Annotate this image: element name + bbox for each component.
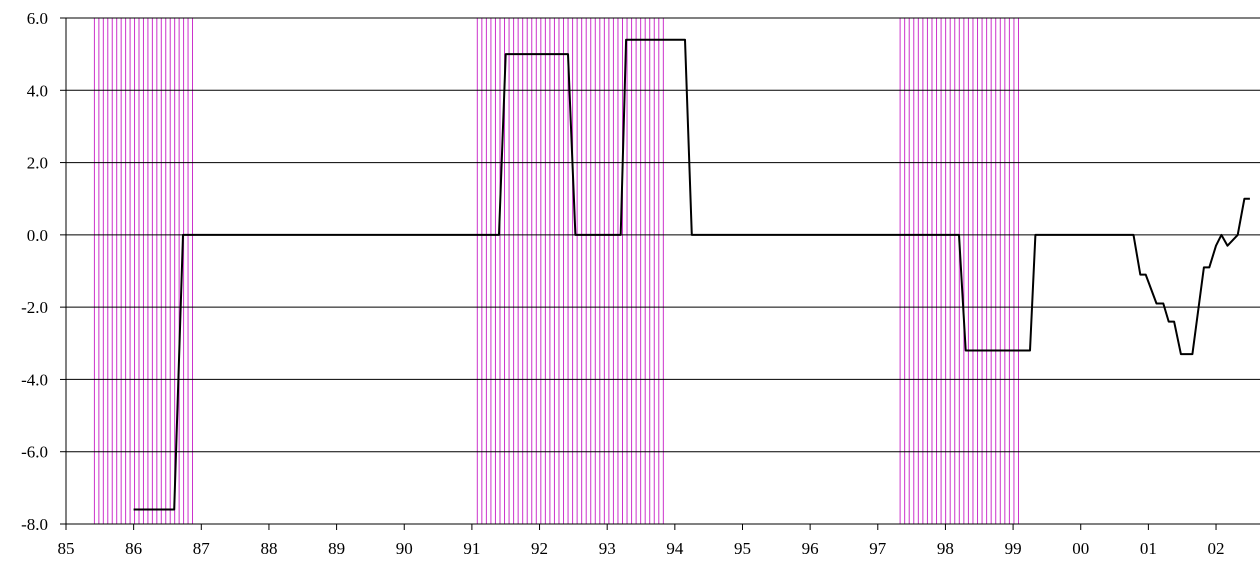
y-tick-label: -6.0: [21, 443, 48, 462]
shaded-periods: [93, 18, 1019, 524]
y-tick-label: 4.0: [27, 81, 48, 100]
x-tick-label: 88: [260, 539, 277, 558]
y-tick-label: 0.0: [27, 226, 48, 245]
x-tick-label: 95: [734, 539, 751, 558]
x-axis-ticks: 85 86 87 88 89 90 91 92 93 94 95 96 97 98 99 00 01 02: [58, 524, 1225, 558]
shaded-period-1: [93, 18, 194, 524]
x-tick-label: 90: [396, 539, 413, 558]
x-tick-label: 93: [599, 539, 616, 558]
y-tick-label: 6.0: [27, 9, 48, 28]
x-tick-label: 98: [937, 539, 954, 558]
y-tick-label: 2.0: [27, 154, 48, 173]
axes: [65, 18, 1260, 525]
x-tick-label: 96: [802, 539, 819, 558]
series-group: [133, 38, 1250, 511]
shaded-period-2: [476, 18, 664, 524]
x-tick-label: 00: [1072, 539, 1089, 558]
y-tick-label: -2.0: [21, 298, 48, 317]
x-tick-label: 87: [193, 539, 211, 558]
shaded-period-3: [899, 18, 1019, 524]
series-line-1: [133, 38, 1250, 511]
x-tick-label: 85: [58, 539, 75, 558]
x-tick-label: 99: [1005, 539, 1022, 558]
x-tick-label: 97: [869, 539, 887, 558]
y-tick-label: -8.0: [21, 515, 48, 534]
x-tick-label: 91: [463, 539, 480, 558]
x-tick-label: 02: [1208, 539, 1225, 558]
x-tick-label: 01: [1140, 539, 1157, 558]
x-tick-label: 94: [666, 539, 684, 558]
x-tick-label: 92: [531, 539, 548, 558]
y-axis-ticks: 6.0 4.0 2.0 0.0 -2.0 -4.0 -6.0 -8.0: [21, 9, 66, 534]
x-tick-label: 86: [125, 539, 142, 558]
x-tick-label: 89: [328, 539, 345, 558]
y-tick-label: -4.0: [21, 370, 48, 389]
